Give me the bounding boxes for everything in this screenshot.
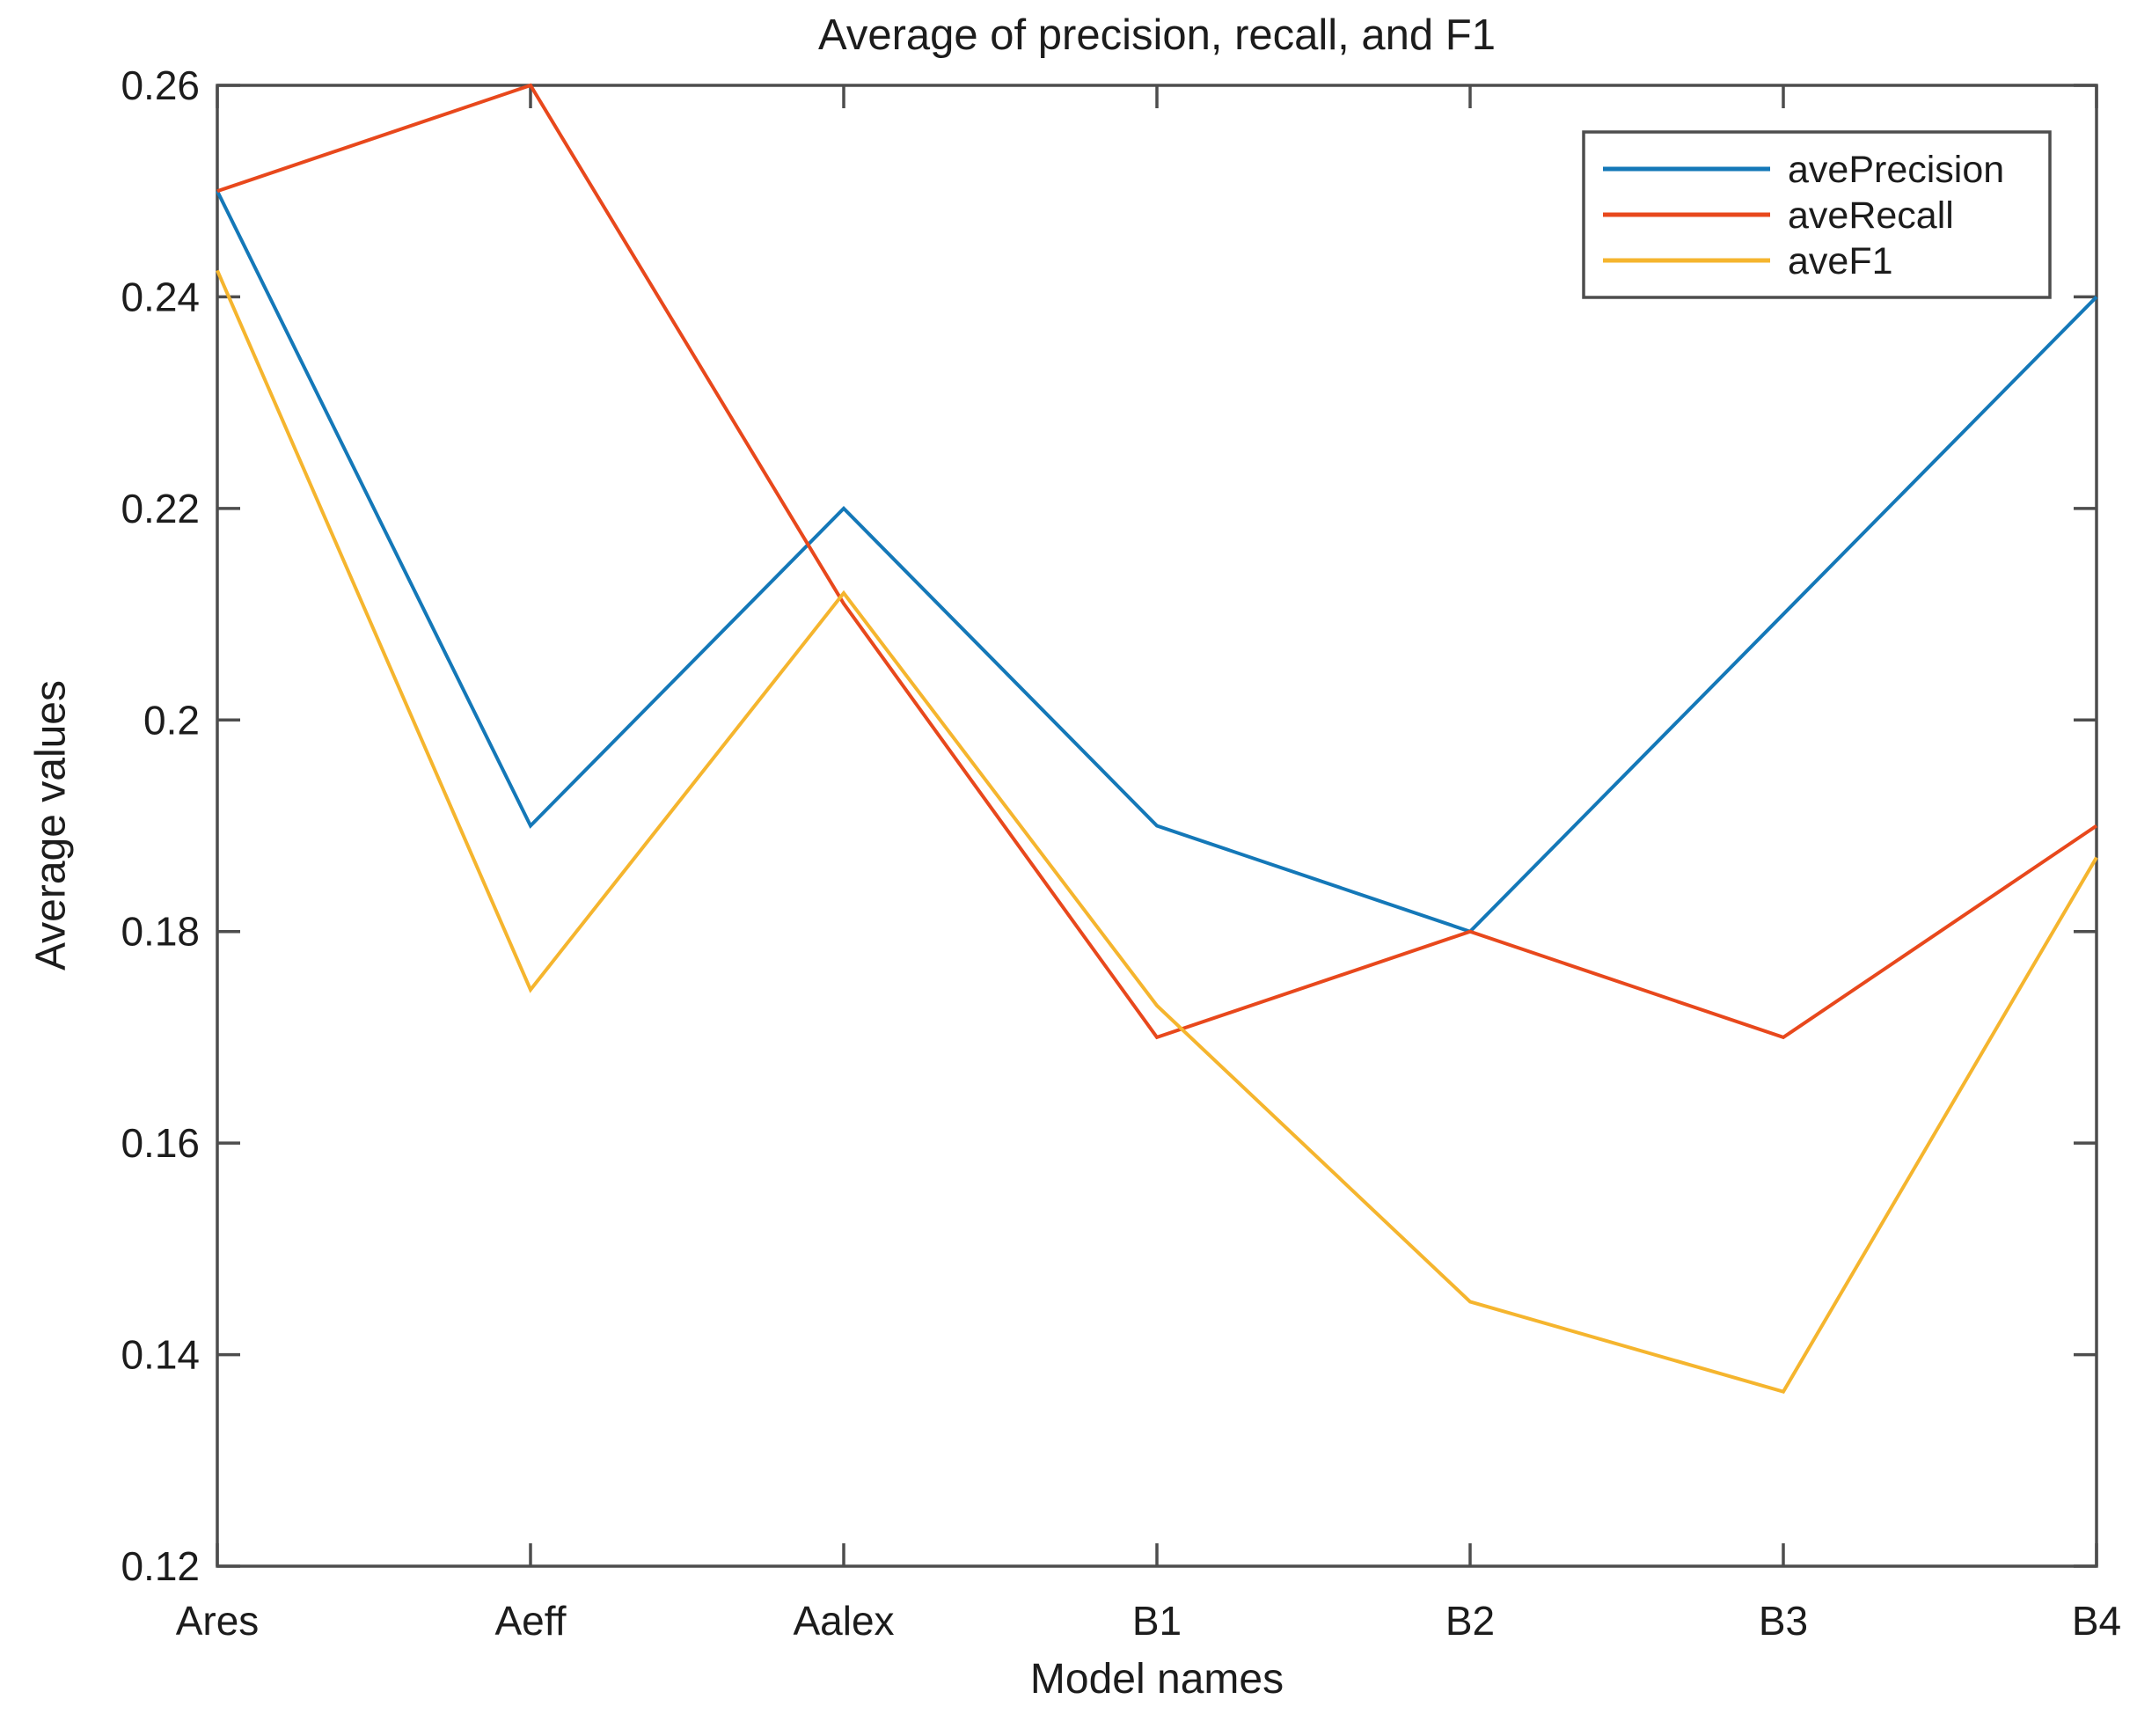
chart-title: Average of precision, recall, and F1 — [818, 11, 1496, 59]
x-tick-label: B4 — [2072, 1598, 2121, 1644]
x-axis-label: Model names — [1029, 1656, 1284, 1703]
series-line-aveF1 — [216, 269, 2098, 1394]
y-tick-label: 0.26 — [121, 62, 200, 108]
series-line-aveRecall — [216, 83, 2098, 1040]
series-line-avePrecision — [216, 190, 2098, 934]
y-tick-label: 0.14 — [121, 1332, 200, 1378]
y-tick-label: 0.24 — [121, 274, 200, 319]
y-tick-label: 0.18 — [121, 909, 200, 955]
y-tick-label: 0.12 — [121, 1543, 200, 1589]
x-tick-label: Ares — [176, 1598, 260, 1644]
y-tick-label: 0.16 — [121, 1120, 200, 1166]
y-tick-label: 0.22 — [121, 486, 200, 531]
legend-label-aveRecall: aveRecall — [1788, 194, 1954, 237]
x-tick-label: B2 — [1445, 1598, 1495, 1644]
x-tick-label: Aalex — [793, 1598, 894, 1644]
legend-label-aveF1: aveF1 — [1788, 240, 1893, 282]
x-tick-label: B1 — [1132, 1598, 1182, 1644]
y-tick-label: 0.2 — [143, 697, 200, 743]
x-tick-label: B3 — [1759, 1598, 1808, 1644]
legend-label-avePrecision: avePrecision — [1788, 149, 2004, 191]
x-tick-label: Aeff — [495, 1598, 567, 1644]
